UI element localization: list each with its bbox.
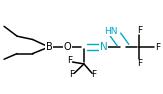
Text: B: B <box>45 42 52 52</box>
Text: F: F <box>67 56 72 65</box>
Text: F: F <box>91 70 96 79</box>
Text: HN: HN <box>104 27 118 36</box>
Text: F: F <box>137 26 142 35</box>
Text: F: F <box>137 59 142 68</box>
Text: F: F <box>69 70 74 79</box>
Text: N: N <box>100 42 107 52</box>
Text: F: F <box>156 42 161 52</box>
Text: O: O <box>64 42 71 52</box>
